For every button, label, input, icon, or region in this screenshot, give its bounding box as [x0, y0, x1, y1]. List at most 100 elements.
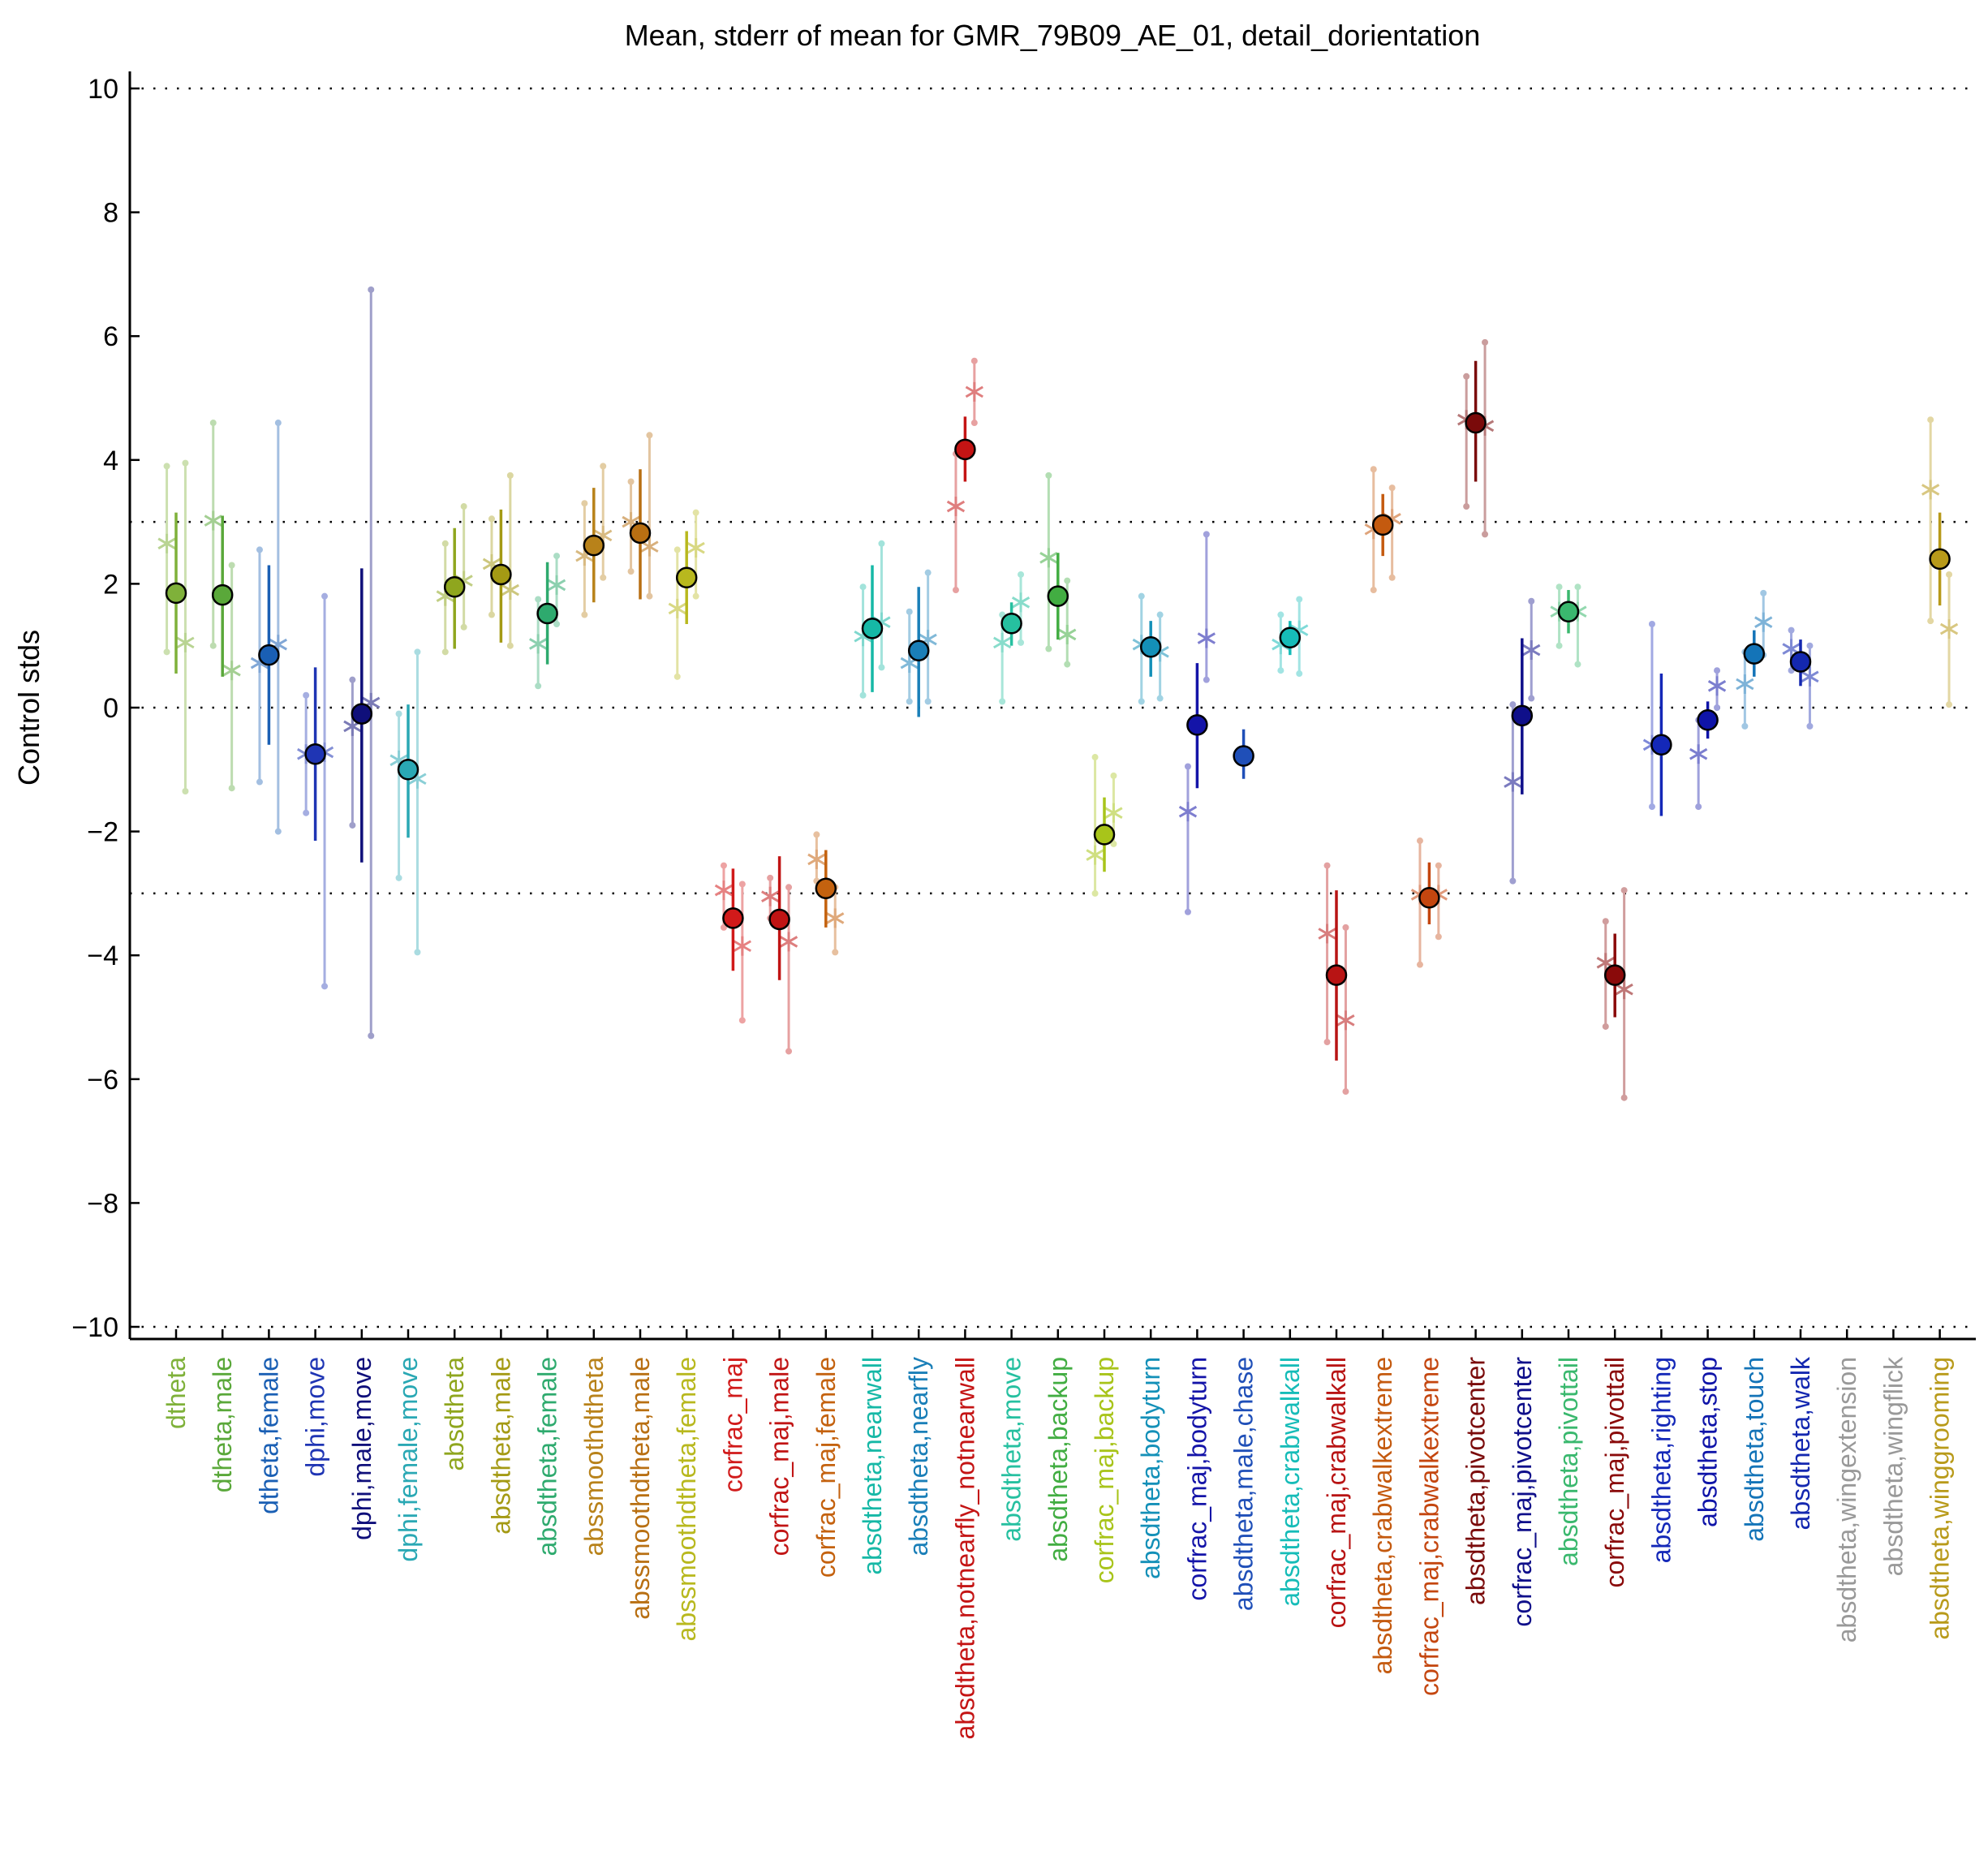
sub-error-cap [321, 983, 329, 990]
sub-mean-marker [1754, 612, 1773, 632]
sub-error-cap [1110, 772, 1117, 779]
category-marks [1504, 597, 1541, 885]
x-tick-labels: dtheta dtheta,male dtheta,female dphi,move d… [161, 1329, 1955, 1739]
y-tick-label: 0 [103, 693, 118, 724]
sub-mean-marker-stroke [1801, 670, 1819, 683]
mean-marker [351, 703, 373, 725]
sub-mean-marker-stroke [1504, 776, 1522, 788]
sub-error-cap [924, 698, 932, 705]
y-tick-label: 6 [103, 321, 118, 352]
sub-mean-marker-stroke [1058, 628, 1077, 641]
sub-error-cap [441, 648, 449, 656]
sub-error-cap [1342, 1088, 1349, 1096]
sub-mean-marker [733, 936, 751, 956]
sub-error-cap [1556, 583, 1563, 591]
sub-error-cap [256, 546, 263, 553]
x-category-label: absdtheta,winggrooming [1926, 1357, 1955, 1640]
category-marks [575, 463, 613, 618]
category-marks [668, 509, 705, 680]
sub-error-cap [1946, 701, 1953, 708]
sub-error-cap [1064, 577, 1071, 584]
category-marks [204, 420, 241, 792]
sub-error-cap [395, 710, 402, 717]
category-marks [1689, 667, 1727, 811]
sub-error-cap [1323, 862, 1331, 869]
sub-error-cap [228, 562, 235, 569]
category-marks [1318, 862, 1355, 1096]
sub-mean-marker [1522, 640, 1541, 661]
mean-marker [258, 644, 280, 666]
sub-error-cap [906, 698, 913, 705]
category-marks [854, 540, 891, 699]
sub-mean-marker [204, 510, 222, 531]
sub-mean-marker [686, 538, 705, 558]
x-category-label: dphi,move [301, 1357, 330, 1477]
mean-marker [1139, 635, 1162, 658]
reference-lines [130, 87, 1976, 1328]
sub-error-cap [1528, 695, 1535, 702]
mean-marker [1603, 964, 1626, 986]
sub-error-cap [1927, 416, 1934, 424]
x-category-label: corfrac_maj,crabwalkall [1322, 1357, 1351, 1628]
category-marks [1039, 471, 1077, 668]
sub-error-cap [349, 821, 356, 829]
sub-mean-marker [1689, 744, 1708, 764]
sub-error-cap [1741, 722, 1749, 730]
category-marks [993, 570, 1031, 705]
sub-mean-marker-stroke [1178, 805, 1198, 818]
sub-mean-marker-stroke [761, 890, 780, 903]
sub-error-cap [1110, 840, 1117, 847]
mean-marker [1511, 704, 1534, 727]
sub-mean-marker-stroke [408, 773, 427, 786]
sub-error-cap [1138, 698, 1145, 705]
sub-mean-marker-stroke [222, 664, 241, 677]
category-marks [1178, 531, 1216, 915]
category-marks [343, 286, 381, 1040]
sub-mean-marker [1104, 803, 1123, 823]
sub-error-cap [182, 788, 189, 795]
sub-mean-marker [1504, 772, 1522, 792]
y-ticks: −10 −8 −6 −4 −2 0 2 4 6 8 10 [71, 74, 140, 1343]
x-category-label: absdtheta,crabwalkall [1276, 1357, 1305, 1607]
category-marks [1410, 837, 1448, 968]
sub-error-cap [1806, 642, 1814, 649]
mean-marker [536, 602, 558, 625]
sub-mean-marker [1615, 980, 1633, 1000]
category-marks [1364, 466, 1401, 594]
sub-mean-marker-stroke [547, 579, 566, 592]
sub-error-cap [832, 949, 839, 956]
sub-error-cap [1556, 642, 1563, 649]
sub-error-cap [274, 420, 282, 427]
category-marks [436, 503, 473, 656]
sub-error-cap [627, 568, 635, 575]
x-category-label: abssmoothdtheta,female [672, 1357, 701, 1641]
sub-mean-marker-stroke [501, 583, 519, 596]
sub-error-cap [906, 608, 913, 615]
x-category-label: absdtheta,female [533, 1357, 562, 1556]
sub-error-cap [1482, 338, 1489, 346]
sub-error-cap [1528, 597, 1535, 605]
sub-error-cap [1435, 862, 1442, 869]
sub-mean-marker-stroke [686, 541, 705, 554]
sub-mean-marker-stroke [1197, 632, 1216, 644]
sub-error-cap [581, 611, 588, 618]
sub-mean-marker-stroke [176, 636, 195, 649]
sub-mean-marker [1801, 666, 1819, 687]
sub-mean-marker-stroke [1939, 622, 1959, 635]
sub-error-cap [600, 574, 607, 581]
sub-error-cap [1203, 531, 1210, 538]
category-marks [297, 592, 334, 990]
sub-error-cap [999, 698, 1006, 705]
sub-error-cap [303, 809, 310, 816]
mean-marker [722, 907, 744, 929]
sub-error-cap [1277, 667, 1284, 674]
sub-error-cap [182, 459, 189, 467]
x-category-label: absdtheta,pivottail [1554, 1357, 1583, 1566]
sub-error-cap [1620, 1094, 1628, 1101]
sub-error-cap [1018, 570, 1025, 578]
y-axis-label: Control stds [12, 630, 45, 786]
x-category-label: absdtheta,backup [1043, 1357, 1073, 1562]
y-tick-label: 2 [103, 569, 118, 600]
sub-mean-marker-stroke [993, 636, 1012, 649]
sub-error-cap [720, 924, 727, 931]
